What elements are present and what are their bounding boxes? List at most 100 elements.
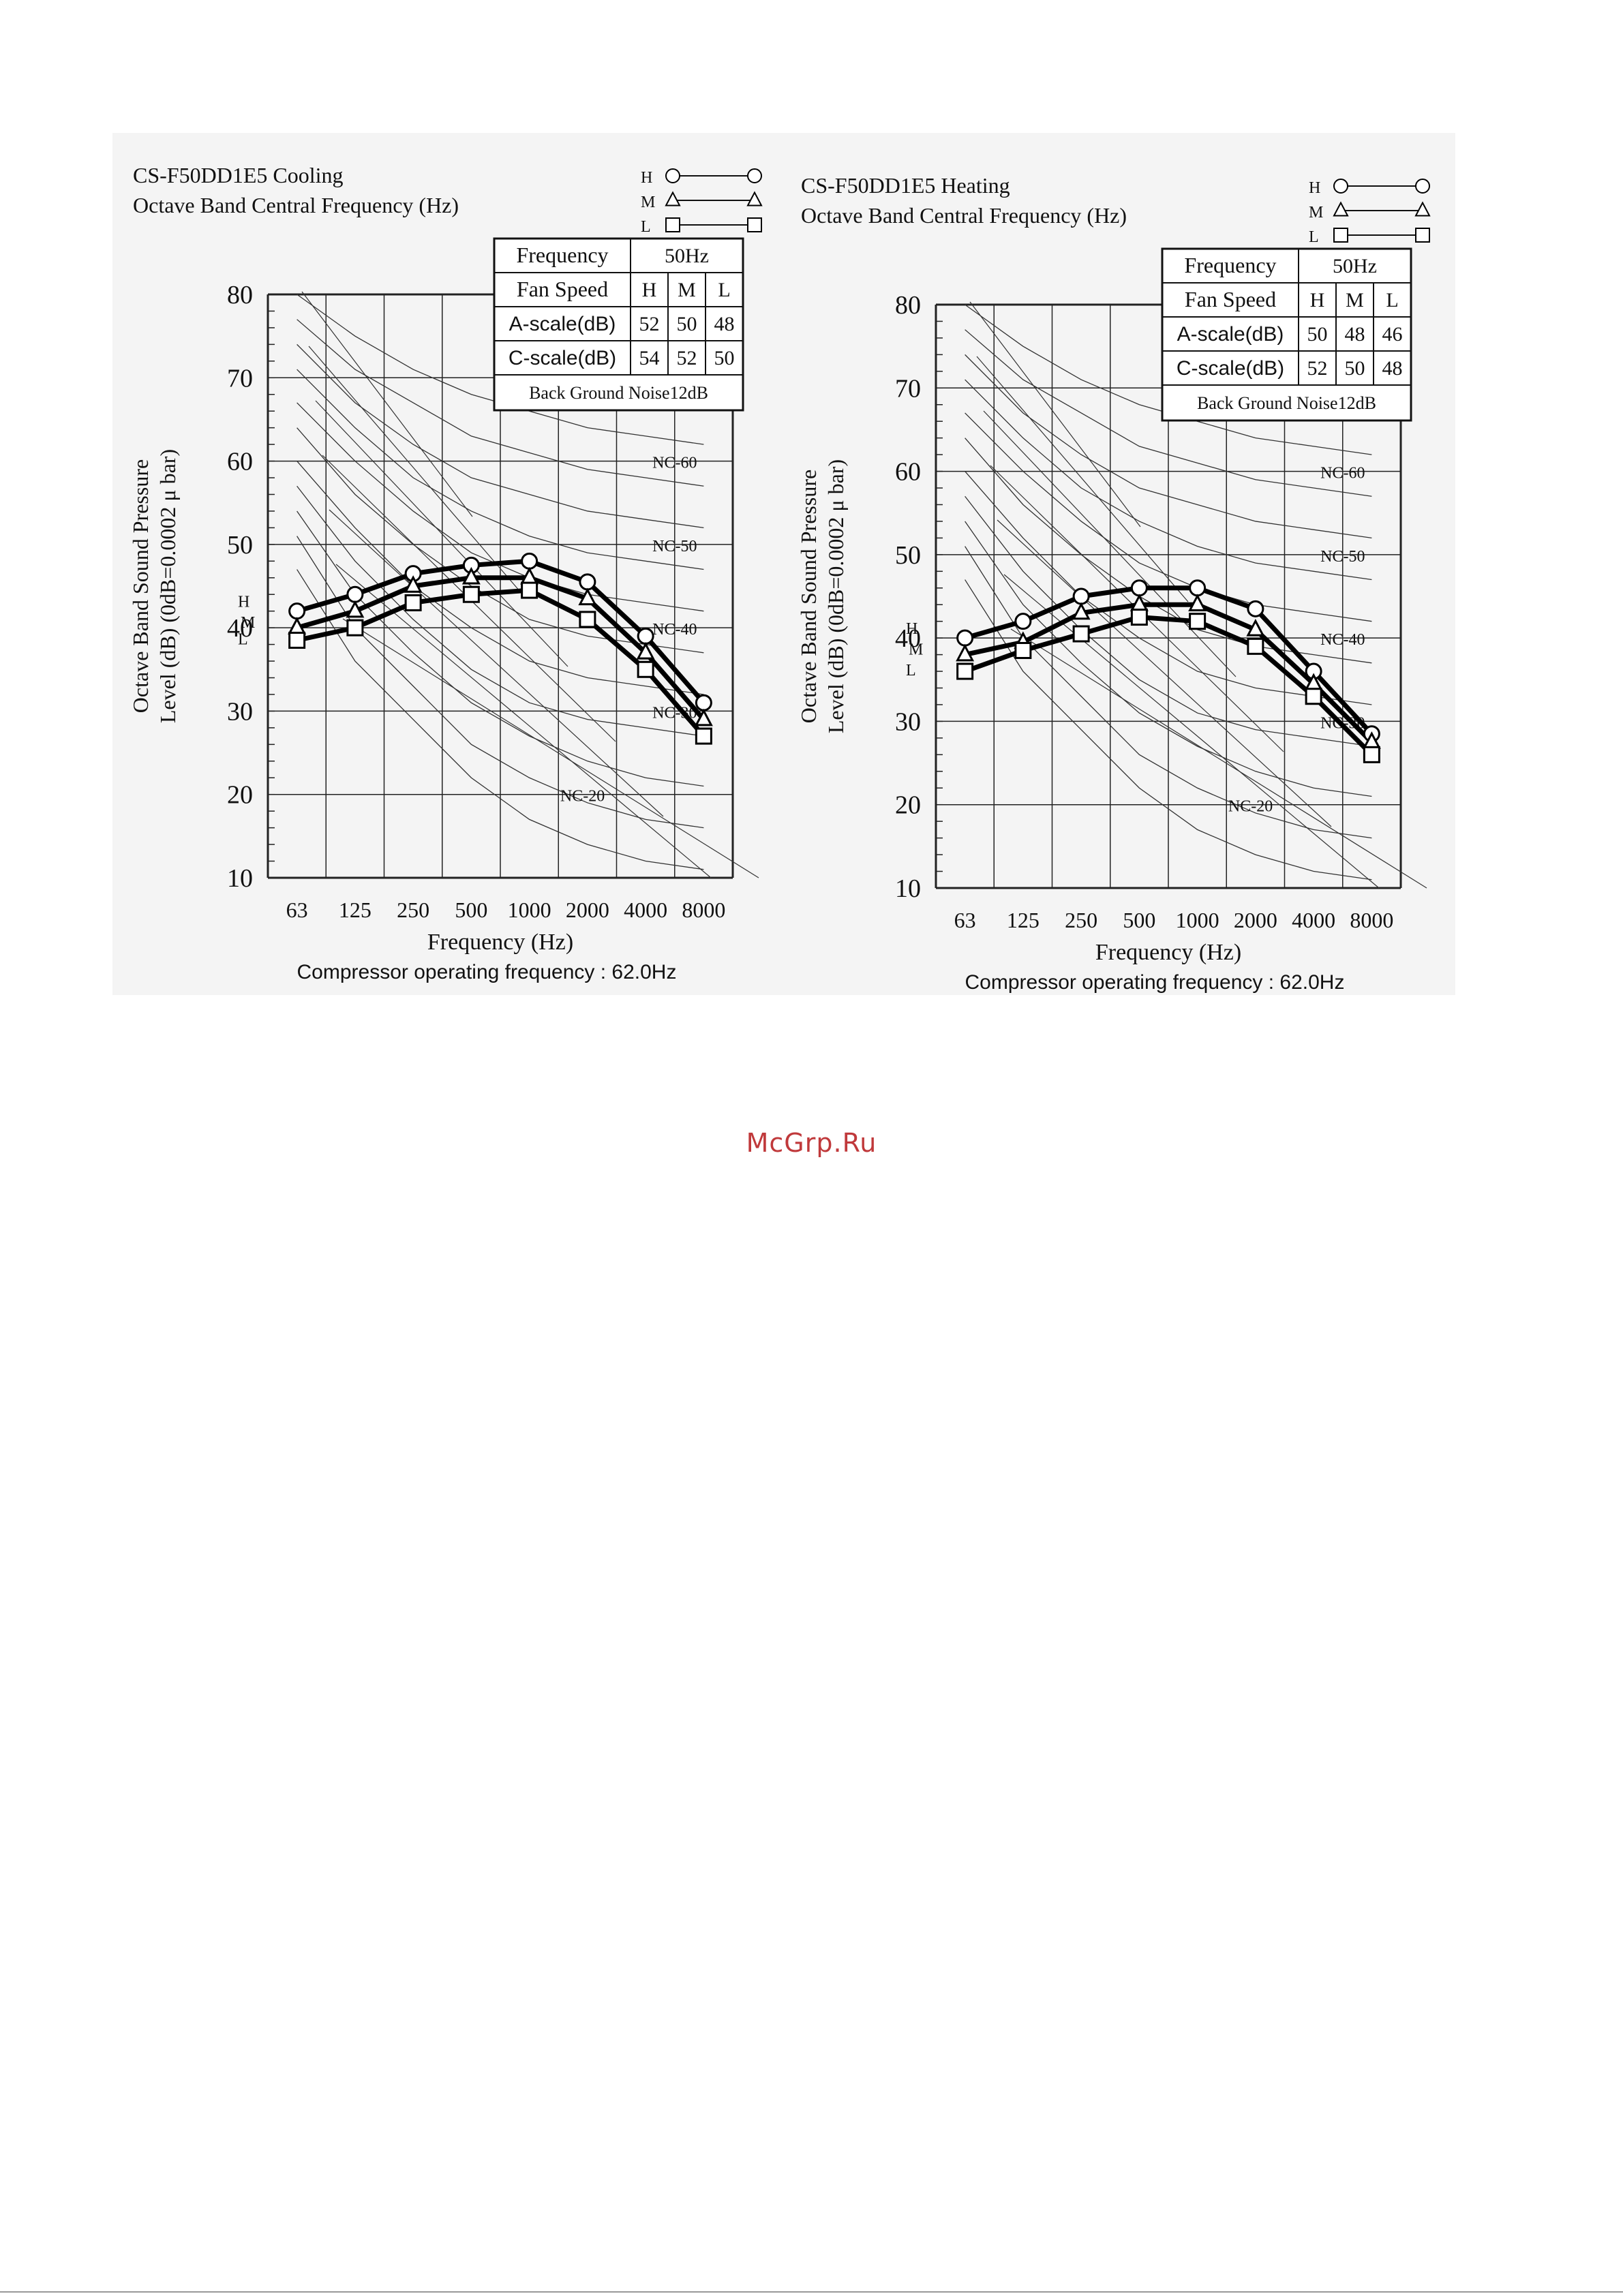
x-tick-label: 4000	[1292, 908, 1335, 932]
y-tick-label: 10	[895, 874, 921, 903]
y-tick-label: 60	[227, 448, 253, 476]
table-c-scale-label: C-scale(dB)	[1177, 357, 1284, 380]
data-point-H	[1189, 579, 1207, 597]
table-fan-speed: M	[1346, 289, 1364, 311]
table-c-scale-value: 48	[1382, 357, 1403, 380]
x-tick-label: 8000	[682, 898, 725, 922]
x-tick-label: 125	[1007, 908, 1040, 932]
data-point-L	[1247, 637, 1264, 655]
table-frequency-label: Frequency	[516, 243, 608, 267]
x-axis-label: Frequency (Hz)	[1095, 940, 1241, 965]
table-frequency-label: Frequency	[1184, 253, 1276, 277]
watermark: McGrp.Ru	[746, 1128, 877, 1158]
nc-curves	[965, 304, 1372, 881]
info-table-box	[493, 237, 744, 412]
series-tag: L	[906, 662, 916, 679]
table-fan-speed: M	[678, 279, 696, 301]
legend-code: L	[641, 218, 651, 236]
chart-subtitle: Octave Band Central Frequency (Hz)	[801, 203, 1127, 228]
y-tick-label: 60	[895, 458, 921, 487]
nc-diagonal-line	[335, 564, 712, 878]
data-point-M	[1246, 619, 1265, 637]
series-group	[956, 579, 1381, 763]
triangle-marker	[746, 191, 763, 206]
info-table: Frequency 50Hz Fan Speed H M L A-scale(dB) 50 48…	[1161, 247, 1412, 422]
x-tick-label: 63	[286, 898, 308, 922]
data-point-H	[579, 573, 596, 591]
data-point-M	[636, 641, 655, 660]
nc-diagonal-line	[1003, 574, 1380, 889]
data-point-M	[956, 643, 975, 662]
nc-diagonal-line	[976, 356, 1189, 602]
table-background-noise: Back Ground Noise12dB	[1197, 393, 1376, 413]
series-line-M	[296, 575, 706, 721]
table-fan-speed-label: Fan Speed	[1185, 287, 1276, 311]
series-group	[288, 552, 713, 745]
data-point-M	[694, 708, 713, 726]
nc-diagonal-line	[1010, 628, 1427, 889]
table-a-scale-label: A-scale(dB)	[1177, 323, 1284, 346]
x-tick-label: 2000	[1234, 908, 1277, 932]
table-c-scale-label: C-scale(dB)	[509, 347, 616, 369]
nc-label: NC-20	[560, 788, 605, 806]
table-fan-speed: L	[1386, 289, 1398, 311]
y-tick-label: 50	[895, 541, 921, 570]
data-point-M	[404, 575, 423, 593]
nc-label: NC-40	[1320, 631, 1365, 649]
data-point-L	[1305, 688, 1322, 705]
table-c-scale-value: 50	[714, 347, 735, 369]
nc-diagonal-line	[997, 519, 1332, 827]
table-fan-speed: H	[1310, 289, 1325, 311]
y-tick-label: 40	[895, 624, 921, 653]
legend-code: L	[1309, 228, 1319, 246]
data-point-H	[956, 629, 974, 647]
nc-curve	[297, 569, 704, 870]
data-point-H	[637, 627, 654, 645]
data-point-L	[1130, 609, 1148, 626]
x-tick-label: 500	[455, 898, 487, 922]
nc-diagonal-line	[983, 410, 1237, 677]
series-line-L	[964, 615, 1374, 756]
table-a-scale-value: 52	[639, 313, 660, 335]
square-marker	[1333, 228, 1348, 243]
nc-curve	[297, 485, 704, 737]
y-tick-label: 50	[227, 531, 253, 560]
info-table: Frequency 50Hz Fan Speed H M L A-scale(dB) 52 50…	[493, 237, 744, 412]
legend-code: H	[1309, 179, 1320, 197]
data-point-M	[1188, 594, 1207, 611]
square-marker	[747, 217, 762, 232]
data-point-H	[1130, 579, 1148, 597]
series-line-M	[964, 602, 1374, 744]
y-axis-label: Octave Band Sound Pressure	[128, 459, 153, 713]
nc-curve	[965, 438, 1372, 664]
cooling-chart: CS-F50DD1E5 Cooling Octave Band Central F…	[128, 163, 763, 983]
table-fan-speed: L	[718, 279, 730, 301]
nc-curve	[965, 495, 1372, 747]
page-bottom-rule	[0, 2291, 1623, 2293]
table-c-scale-value: 50	[1345, 357, 1365, 380]
nc-curve	[965, 471, 1372, 705]
nc-diagonal-line	[308, 346, 521, 592]
data-point-L	[695, 727, 712, 745]
table-a-scale-value: 50	[1307, 323, 1328, 346]
data-point-L	[956, 662, 974, 680]
plot-grid	[935, 303, 1402, 889]
nc-diagonals	[969, 301, 1427, 889]
table-a-scale-value: 48	[1345, 323, 1365, 346]
y-axis-label: Octave Band Sound Pressure	[796, 470, 821, 723]
x-tick-label: 8000	[1350, 908, 1393, 932]
data-point-H	[695, 694, 712, 711]
x-tick-label: 1000	[1176, 908, 1219, 932]
nc-label: NC-60	[1320, 465, 1365, 483]
data-point-H	[346, 585, 364, 603]
table-frequency-value: 50Hz	[1333, 255, 1377, 277]
x-tick-label: 500	[1123, 908, 1155, 932]
nc-label: NC-60	[652, 455, 697, 472]
table-c-scale-value: 52	[677, 347, 697, 369]
series-line-H	[964, 585, 1374, 736]
circle-marker	[1415, 179, 1430, 194]
table-a-scale-value: 50	[677, 313, 697, 335]
nc-diagonals	[301, 291, 759, 878]
y-tick-label: 20	[895, 791, 921, 820]
